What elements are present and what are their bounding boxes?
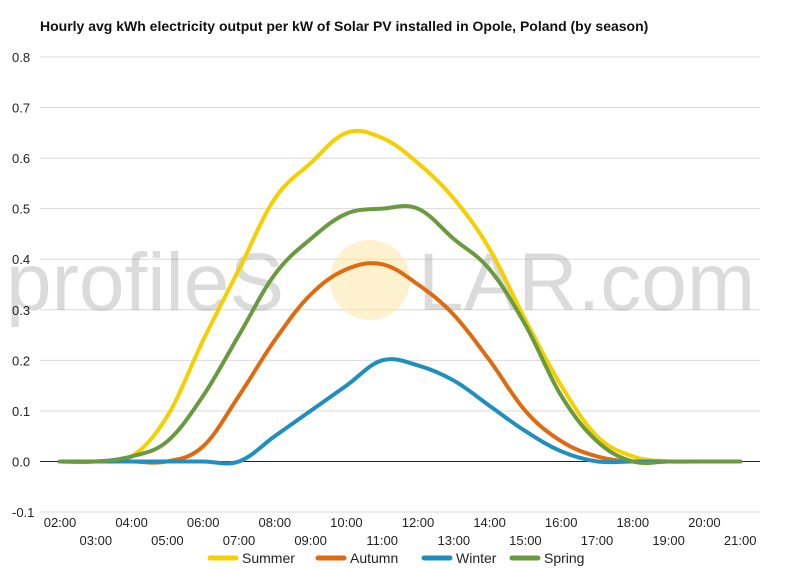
watermark: profileS LAR.com <box>6 237 755 328</box>
y-tick-label: 0.3 <box>12 303 30 318</box>
legend-label-summer: Summer <box>242 550 295 566</box>
legend: Summer Autumn Winter Spring <box>207 550 584 566</box>
legend-label-autumn: Autumn <box>350 550 398 566</box>
x-tick-label: 11:00 <box>366 533 398 548</box>
x-tick-label: 08:00 <box>259 515 292 530</box>
x-tick-label: 21:00 <box>724 533 757 548</box>
y-tick-label: -0.1 <box>12 505 34 520</box>
y-tick-label: 0.0 <box>12 454 30 469</box>
y-tick-label: 0.8 <box>12 50 30 65</box>
series-line-summer <box>58 128 743 464</box>
x-tick-label: 17:00 <box>581 533 614 548</box>
x-tick-label: 18:00 <box>617 515 650 530</box>
watermark-sun-icon <box>330 240 410 320</box>
x-tick-label: 04:00 <box>115 515 148 530</box>
x-tick-label: 06:00 <box>187 515 220 530</box>
x-tick-label: 16:00 <box>545 515 578 530</box>
x-tick-label: 15:00 <box>509 533 542 548</box>
y-tick-label: 0.7 <box>12 101 30 116</box>
x-tick-label: 07:00 <box>223 533 256 548</box>
y-tick-label: 0.5 <box>12 202 30 217</box>
x-tick-label: 13:00 <box>438 533 471 548</box>
x-tick-label: 10:00 <box>330 515 363 530</box>
x-tick-label: 12:00 <box>402 515 435 530</box>
x-tick-label: 03:00 <box>80 533 113 548</box>
axis-labels: -0.1 0.0 0.1 0.2 0.3 0.4 0.5 0.6 0.7 0.8 02:0003:0… <box>12 50 756 548</box>
x-tick-label: 02:00 <box>44 515 77 530</box>
x-tick-label: 05:00 <box>151 533 184 548</box>
chart-title: Hourly avg kWh electricity output per kW… <box>40 18 649 34</box>
y-tick-label: 0.2 <box>12 353 30 368</box>
x-tick-label: 20:00 <box>688 515 721 530</box>
x-tick-label: 19:00 <box>652 533 685 548</box>
x-tick-label: 09:00 <box>294 533 327 548</box>
y-tick-label: 0.6 <box>12 151 30 166</box>
legend-label-winter: Winter <box>456 550 497 566</box>
series-layer <box>58 128 743 466</box>
x-tick-label: 14:00 <box>473 515 506 530</box>
y-tick-label: 0.1 <box>12 404 30 419</box>
watermark-text-left: profileS <box>6 237 284 328</box>
y-tick-label: 0.4 <box>12 252 30 267</box>
series-line-spring <box>58 204 743 466</box>
legend-label-spring: Spring <box>544 550 584 566</box>
